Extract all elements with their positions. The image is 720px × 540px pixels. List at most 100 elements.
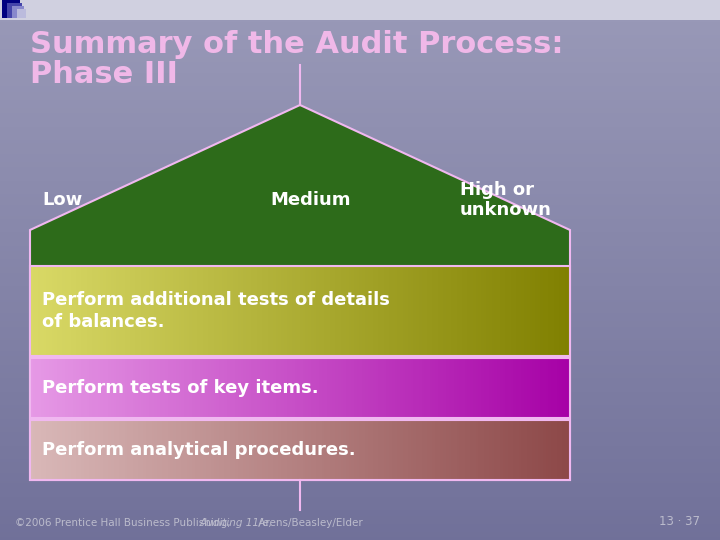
Bar xyxy=(52,420,54,480)
Bar xyxy=(535,420,538,480)
Bar xyxy=(343,358,346,418)
Bar xyxy=(505,266,508,356)
Bar xyxy=(130,358,132,418)
Bar xyxy=(308,420,311,480)
Bar xyxy=(356,420,359,480)
Bar xyxy=(395,358,397,418)
Bar xyxy=(0,140,720,143)
Bar xyxy=(362,358,365,418)
Bar xyxy=(562,358,564,418)
Bar xyxy=(32,358,35,418)
Bar xyxy=(292,266,294,356)
Bar xyxy=(500,266,503,356)
Bar xyxy=(478,266,481,356)
Bar xyxy=(0,167,720,170)
Bar xyxy=(0,284,720,286)
Bar xyxy=(0,68,720,70)
Bar xyxy=(410,358,413,418)
Bar xyxy=(225,420,227,480)
Bar xyxy=(71,266,73,356)
Bar xyxy=(146,420,149,480)
Bar xyxy=(527,420,529,480)
Text: High or
unknown: High or unknown xyxy=(460,180,552,219)
Bar xyxy=(376,420,378,480)
Bar xyxy=(92,266,95,356)
Bar xyxy=(0,119,720,122)
Bar xyxy=(459,420,462,480)
Bar xyxy=(0,462,720,464)
Bar xyxy=(0,483,720,486)
Bar xyxy=(35,266,38,356)
Bar xyxy=(527,358,529,418)
Bar xyxy=(279,358,281,418)
Bar xyxy=(430,358,432,418)
Bar xyxy=(146,266,149,356)
Bar xyxy=(76,420,78,480)
Bar xyxy=(49,358,52,418)
Bar xyxy=(189,358,192,418)
Bar xyxy=(248,420,251,480)
Bar xyxy=(194,266,197,356)
Bar xyxy=(435,420,438,480)
Bar xyxy=(71,420,73,480)
Bar xyxy=(341,358,343,418)
Bar xyxy=(30,420,570,480)
Bar xyxy=(73,266,76,356)
Bar xyxy=(111,266,114,356)
Bar xyxy=(497,266,500,356)
Bar xyxy=(65,266,68,356)
Bar xyxy=(30,266,570,356)
Bar xyxy=(529,420,532,480)
Bar xyxy=(0,35,720,38)
Bar xyxy=(192,266,194,356)
Bar xyxy=(521,266,524,356)
Bar xyxy=(0,154,720,157)
Bar xyxy=(287,266,289,356)
Bar xyxy=(459,358,462,418)
Bar xyxy=(0,308,720,310)
Bar xyxy=(0,202,720,205)
Bar xyxy=(432,420,435,480)
Bar xyxy=(0,108,720,111)
Bar xyxy=(284,266,287,356)
Bar xyxy=(408,266,410,356)
Bar xyxy=(154,266,157,356)
Bar xyxy=(359,358,362,418)
Bar xyxy=(0,165,720,167)
Bar xyxy=(176,358,179,418)
Bar xyxy=(0,232,720,235)
Bar xyxy=(197,420,200,480)
Text: Arens/Beasley/Elder: Arens/Beasley/Elder xyxy=(255,518,363,528)
Bar xyxy=(238,420,240,480)
Bar xyxy=(300,266,302,356)
Bar xyxy=(46,266,49,356)
Bar xyxy=(60,266,63,356)
Bar xyxy=(467,358,470,418)
Bar xyxy=(370,420,373,480)
Bar xyxy=(130,266,132,356)
Text: Medium: Medium xyxy=(270,191,351,209)
Bar xyxy=(405,266,408,356)
Bar xyxy=(389,266,392,356)
Bar xyxy=(495,358,497,418)
Bar xyxy=(238,266,240,356)
Bar xyxy=(416,420,419,480)
Bar xyxy=(365,420,367,480)
Bar xyxy=(0,59,720,62)
Bar xyxy=(540,266,543,356)
Bar xyxy=(0,275,720,278)
Bar xyxy=(451,266,454,356)
Bar xyxy=(0,346,720,348)
Bar xyxy=(410,420,413,480)
Bar xyxy=(0,213,720,216)
Bar xyxy=(0,57,720,59)
Bar xyxy=(84,266,86,356)
Bar xyxy=(492,420,495,480)
Bar xyxy=(281,266,284,356)
Bar xyxy=(413,358,416,418)
Bar xyxy=(470,266,473,356)
Bar xyxy=(35,358,38,418)
Bar xyxy=(0,319,720,321)
Bar xyxy=(76,358,78,418)
Bar xyxy=(12,6,24,18)
